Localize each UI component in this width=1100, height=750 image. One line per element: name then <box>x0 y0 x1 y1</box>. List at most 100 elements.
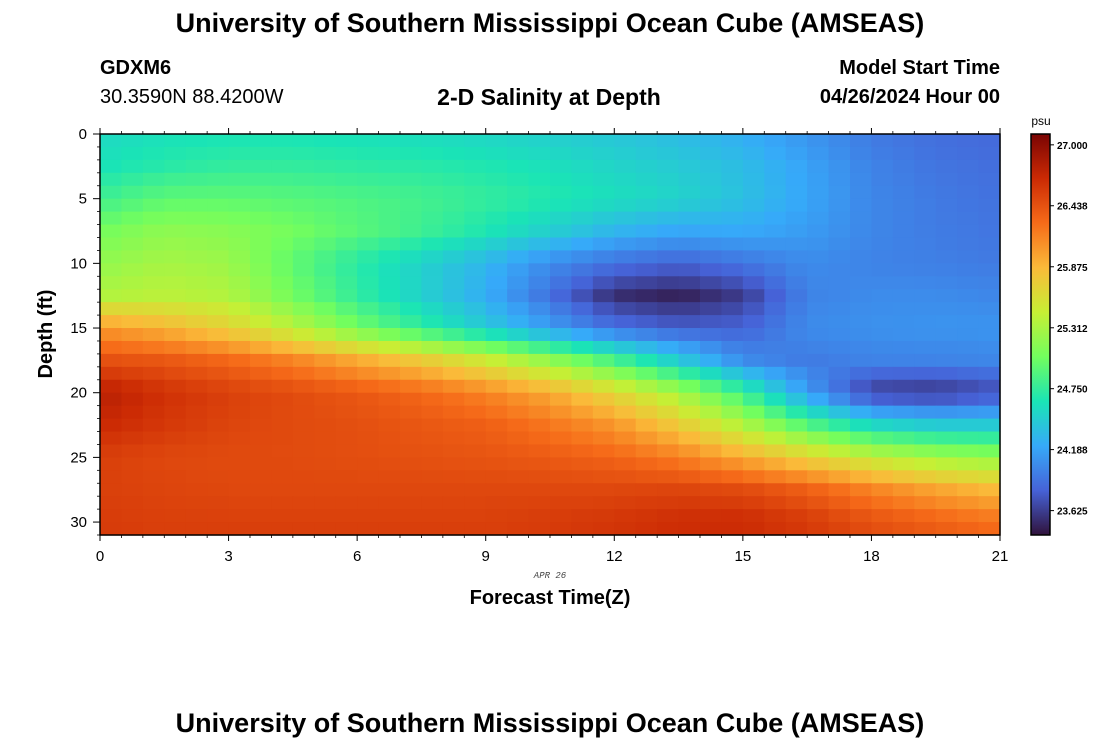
heatmap-cell <box>785 444 808 458</box>
heatmap-cell <box>528 172 551 187</box>
heatmap-cell <box>785 289 808 303</box>
heatmap-cell <box>121 444 144 458</box>
heatmap-cell <box>164 470 187 484</box>
heatmap-cell <box>571 340 594 355</box>
heatmap-cell <box>250 470 273 484</box>
heatmap-cell <box>700 353 723 368</box>
heatmap-cell <box>871 289 894 303</box>
heatmap-cell <box>764 431 787 446</box>
heatmap-cell <box>421 134 444 148</box>
heatmap-cell <box>785 159 808 174</box>
heatmap-cell <box>871 353 894 368</box>
heatmap-cell <box>357 224 380 239</box>
heatmap-cell <box>700 250 723 264</box>
heatmap-cell <box>764 172 787 187</box>
heatmap-cell <box>892 302 915 316</box>
heatmap-cell <box>785 470 808 484</box>
heatmap-cell <box>700 263 723 277</box>
heatmap-cell <box>314 392 337 407</box>
heatmap-cell <box>657 237 680 252</box>
heatmap-cell <box>635 379 658 394</box>
heatmap-cell <box>678 431 701 446</box>
heatmap-cell <box>957 159 980 174</box>
heatmap-cell <box>978 340 1001 355</box>
heatmap-cell <box>721 172 744 187</box>
colorbar-ticks: 27.000 26.438 25.875 25.312 24.750 24.188 23.6… <box>1050 141 1088 518</box>
heatmap-cell <box>850 224 873 239</box>
heatmap-cell <box>935 379 958 394</box>
heatmap-cell <box>121 496 144 510</box>
chart-main-title: University of Southern Mississippi Ocean… <box>175 8 925 38</box>
heatmap-cell <box>507 496 530 510</box>
heatmap-cell <box>250 134 273 148</box>
heatmap-cell <box>207 289 230 303</box>
heatmap-cell <box>892 276 915 290</box>
heatmap-cell <box>785 353 808 368</box>
heatmap-cell <box>485 185 508 200</box>
x-tick-label: 21 <box>992 548 1009 565</box>
heatmap-cell <box>571 224 594 239</box>
heatmap-cell <box>271 134 294 148</box>
heatmap-cell <box>421 509 444 523</box>
heatmap-cell <box>785 315 808 329</box>
heatmap-cell <box>742 250 765 264</box>
x-axis-title: Forecast Time(Z) <box>470 587 631 609</box>
heatmap-cell <box>335 353 358 368</box>
heatmap-cell <box>335 315 358 329</box>
heatmap-cell <box>421 444 444 458</box>
heatmap-cell <box>357 146 380 161</box>
heatmap-cell <box>100 522 123 536</box>
heatmap-cell <box>421 431 444 446</box>
heatmap-cell <box>678 276 701 290</box>
heatmap-cell <box>142 366 165 381</box>
heatmap-cell <box>378 289 401 303</box>
heatmap-cell <box>185 366 208 381</box>
heatmap-cell <box>464 263 487 277</box>
heatmap-cell <box>292 379 315 394</box>
heatmap-cell <box>721 263 744 277</box>
heatmap-cell <box>464 483 487 497</box>
heatmap-cell <box>528 496 551 510</box>
heatmap-cell <box>978 392 1001 407</box>
heatmap-cell <box>292 366 315 381</box>
heatmap-cell <box>121 159 144 174</box>
heatmap-cell <box>421 276 444 290</box>
heatmap-cell <box>164 211 187 226</box>
heatmap-cell <box>700 302 723 316</box>
heatmap-cell <box>442 172 465 187</box>
heatmap-cell <box>507 159 530 174</box>
heatmap-cell <box>164 237 187 252</box>
heatmap-cell <box>828 431 851 446</box>
heatmap-cell <box>100 211 123 226</box>
heatmap-cell <box>614 276 637 290</box>
heatmap-cell <box>464 146 487 161</box>
heatmap-cell <box>678 328 701 342</box>
heatmap-cell <box>292 289 315 303</box>
heatmap-cell <box>100 263 123 277</box>
heatmap-cell <box>528 159 551 174</box>
heatmap-cell <box>207 379 230 394</box>
heatmap-cell <box>742 289 765 303</box>
heatmap-cell <box>250 276 273 290</box>
heatmap-cell <box>871 522 894 536</box>
heatmap-cell <box>528 340 551 355</box>
heatmap-cell <box>464 172 487 187</box>
heatmap-cell <box>914 237 937 252</box>
heatmap-cell <box>335 237 358 252</box>
heatmap-cell <box>292 146 315 161</box>
heatmap-cell <box>785 198 808 213</box>
heatmap-cell <box>614 224 637 239</box>
heatmap-cell <box>957 366 980 381</box>
heatmap-cell <box>100 340 123 355</box>
heatmap-cell <box>657 379 680 394</box>
heatmap-cell <box>978 276 1001 290</box>
heatmap-cell <box>614 457 637 471</box>
heatmap-cell <box>721 328 744 342</box>
heatmap-cell <box>742 211 765 226</box>
heatmap-cell <box>764 263 787 277</box>
heatmap-cell <box>935 509 958 523</box>
heatmap-cell <box>250 250 273 264</box>
heatmap-cell <box>250 496 273 510</box>
heatmap-cell <box>807 328 830 342</box>
heatmap-cell <box>250 289 273 303</box>
